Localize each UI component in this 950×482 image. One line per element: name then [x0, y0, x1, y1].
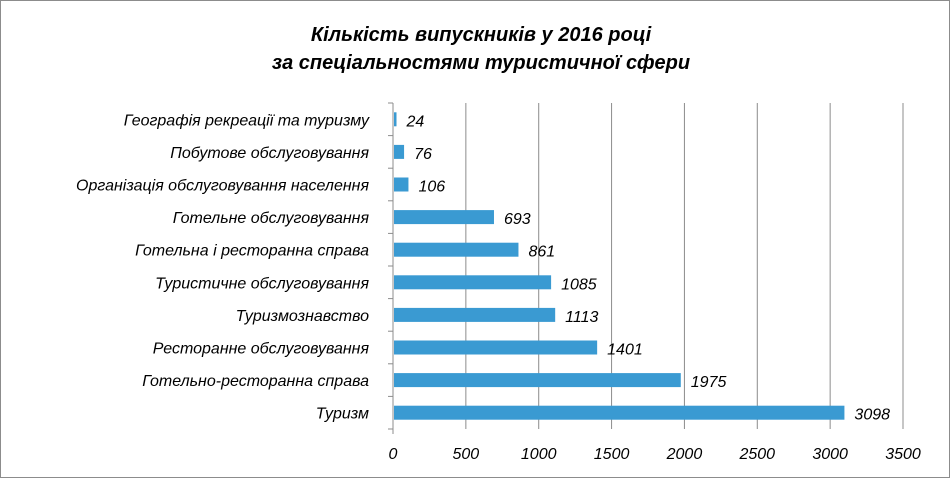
chart-title: Кількість випускників у 2016 році — [311, 24, 652, 46]
x-tick-label: 500 — [453, 446, 480, 463]
x-tick-label: 3000 — [812, 446, 848, 463]
x-tick-label: 1500 — [594, 446, 630, 463]
bar — [394, 373, 681, 388]
bars — [394, 112, 845, 420]
bar — [394, 242, 519, 257]
category-label: Туризмознавство — [236, 308, 369, 325]
category-label: Географія рекреації та туризму — [124, 112, 370, 129]
data-label: 1975 — [691, 374, 727, 391]
category-labels: Туризм Готельно-ресторанна справа Ресторан… — [76, 112, 370, 422]
chart-subtitle: за спеціальностями туристичної сфери — [272, 52, 690, 74]
data-label: 24 — [405, 113, 424, 130]
bar — [394, 210, 494, 225]
bar — [394, 340, 598, 355]
value-labels: 3098 1975 1401 1113 1085 861 693 106 76 24 — [405, 113, 890, 423]
data-label: 1401 — [607, 342, 643, 359]
category-label: Готельно-ресторанна справа — [142, 373, 369, 390]
bar — [394, 307, 556, 322]
data-label: 3098 — [854, 407, 890, 424]
x-tick-label: 0 — [389, 446, 398, 463]
gridlines — [388, 102, 904, 434]
x-tick-label: 3500 — [885, 446, 921, 463]
data-label: 1085 — [561, 276, 597, 293]
data-label: 693 — [504, 211, 531, 228]
data-label: 861 — [528, 244, 555, 261]
x-tick-label: 2500 — [738, 446, 775, 463]
category-label: Ресторанне обслуговування — [153, 341, 370, 358]
category-label: Організація обслуговування населення — [76, 178, 369, 195]
data-label: 106 — [418, 179, 445, 196]
x-tick-label: 1000 — [521, 446, 557, 463]
data-label: 76 — [414, 146, 432, 163]
category-label: Туризм — [316, 406, 369, 423]
x-axis-ticks: 0 500 1000 1500 2000 2500 3000 3500 — [389, 446, 921, 463]
bar — [394, 275, 552, 290]
bar — [394, 405, 845, 420]
x-tick-label: 2000 — [666, 446, 703, 463]
bar — [394, 112, 397, 127]
data-label: 1113 — [565, 309, 598, 326]
category-label: Готельна і ресторанна справа — [135, 243, 369, 260]
category-label: Туристичне обслуговування — [155, 275, 369, 292]
category-label: Готельне обслуговування — [173, 210, 370, 227]
bar — [394, 177, 409, 192]
bar — [394, 144, 405, 159]
category-label: Побутове обслуговування — [170, 145, 369, 162]
